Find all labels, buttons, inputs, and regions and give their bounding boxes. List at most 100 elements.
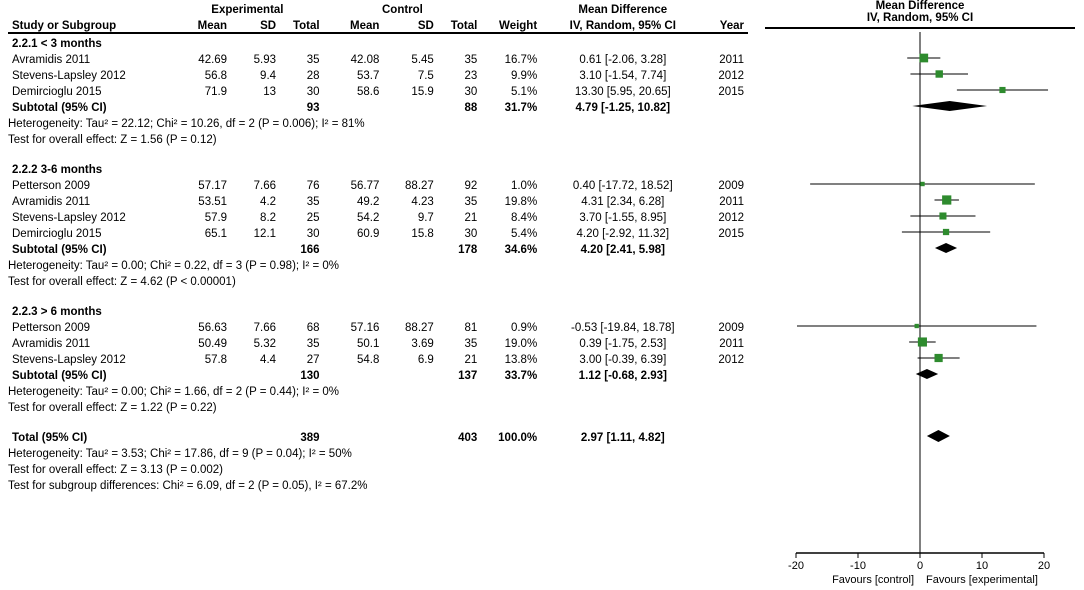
exp-total: 25 — [280, 208, 324, 224]
mean-diff: 0.40 [-17.72, 18.52] — [541, 176, 704, 192]
ctrl-mean: 54.8 — [324, 350, 384, 366]
ctrl-sd: 5.45 — [383, 50, 437, 66]
subtotal-label: Subtotal (95% CI) — [8, 240, 171, 256]
mean-diff: 0.39 [-1.75, 2.53] — [541, 334, 704, 350]
exp-sd: 12.1 — [231, 224, 280, 240]
ctrl-total: 35 — [438, 192, 482, 208]
study-name: Stevens-Lapsley 2012 — [8, 208, 171, 224]
hdr-mean-e: Mean — [171, 16, 231, 33]
mean-diff: 3.70 [-1.55, 8.95] — [541, 208, 704, 224]
ctrl-sd: 88.27 — [383, 318, 437, 334]
hdr-sd-e: SD — [231, 16, 280, 33]
exp-mean: 53.51 — [171, 192, 231, 208]
ctrl-mean: 54.2 — [324, 208, 384, 224]
ctrl-sd: 88.27 — [383, 176, 437, 192]
mean-diff: 3.00 [-0.39, 6.39] — [541, 350, 704, 366]
subtotal-label: Subtotal (95% CI) — [8, 98, 171, 114]
ctrl-mean: 50.1 — [324, 334, 384, 350]
weight: 13.8% — [481, 350, 541, 366]
year: 2012 — [704, 66, 748, 82]
forest-plot: -20-1001020Favours [control]Favours [exp… — [765, 0, 1075, 560]
ctrl-total: 23 — [438, 66, 482, 82]
mean-diff: 0.61 [-2.06, 3.28] — [541, 50, 704, 66]
subtotal-weight: 31.7% — [481, 98, 541, 114]
hdr-total-e: Total — [280, 16, 324, 33]
mean-diff: 4.31 [2.34, 6.28] — [541, 192, 704, 208]
svg-text:20: 20 — [1038, 560, 1050, 572]
overall-effect-text: Test for overall effect: Z = 1.22 (P = 0… — [8, 398, 748, 414]
subtotal-ctrl-total: 88 — [438, 98, 482, 114]
heterogeneity-text: Heterogeneity: Tau² = 22.12; Chi² = 10.2… — [8, 114, 748, 130]
weight: 16.7% — [481, 50, 541, 66]
subtotal-exp-total: 166 — [280, 240, 324, 256]
exp-sd: 4.2 — [231, 192, 280, 208]
ctrl-mean: 53.7 — [324, 66, 384, 82]
study-name: Stevens-Lapsley 2012 — [8, 350, 171, 366]
svg-text:Favours [control]: Favours [control] — [832, 574, 914, 586]
year: 2011 — [704, 334, 748, 350]
ctrl-sd: 3.69 — [383, 334, 437, 350]
ctrl-sd: 4.23 — [383, 192, 437, 208]
weight: 8.4% — [481, 208, 541, 224]
subtotal-weight: 34.6% — [481, 240, 541, 256]
weight: 1.0% — [481, 176, 541, 192]
mean-diff: -0.53 [-19.84, 18.78] — [541, 318, 704, 334]
ctrl-sd: 9.7 — [383, 208, 437, 224]
study-name: Petterson 2009 — [8, 318, 171, 334]
subtotal-ctrl-total: 178 — [438, 240, 482, 256]
study-name: Avramidis 2011 — [8, 334, 171, 350]
total-label: Total (95% CI) — [8, 428, 171, 444]
exp-mean: 57.9 — [171, 208, 231, 224]
total-eff: Test for overall effect: Z = 3.13 (P = 0… — [8, 460, 748, 476]
subtotal-md: 1.12 [-0.68, 2.93] — [541, 366, 704, 382]
exp-total: 30 — [280, 224, 324, 240]
weight: 19.0% — [481, 334, 541, 350]
study-name: Demircioglu 2015 — [8, 82, 171, 98]
ctrl-sd: 15.9 — [383, 82, 437, 98]
year: 2009 — [704, 176, 748, 192]
group-title: 2.2.2 3-6 months — [8, 160, 748, 176]
exp-sd: 5.93 — [231, 50, 280, 66]
ctrl-total: 30 — [438, 224, 482, 240]
forest-table: Experimental Control Mean Difference Stu… — [8, 0, 748, 492]
subtotal-exp-total: 130 — [280, 366, 324, 382]
ctrl-total: 30 — [438, 82, 482, 98]
exp-total: 76 — [280, 176, 324, 192]
total-exp-total: 389 — [280, 428, 324, 444]
heterogeneity-text: Heterogeneity: Tau² = 0.00; Chi² = 0.22,… — [8, 256, 748, 272]
ctrl-mean: 60.9 — [324, 224, 384, 240]
ctrl-sd: 15.8 — [383, 224, 437, 240]
hdr-study: Study or Subgroup — [8, 16, 171, 33]
study-name: Stevens-Lapsley 2012 — [8, 66, 171, 82]
overall-effect-text: Test for overall effect: Z = 1.56 (P = 0… — [8, 130, 748, 146]
year: 2011 — [704, 50, 748, 66]
svg-text:10: 10 — [976, 560, 988, 572]
total-het: Heterogeneity: Tau² = 3.53; Chi² = 17.86… — [8, 444, 748, 460]
exp-mean: 56.8 — [171, 66, 231, 82]
ctrl-total: 21 — [438, 208, 482, 224]
exp-mean: 65.1 — [171, 224, 231, 240]
exp-sd: 9.4 — [231, 66, 280, 82]
weight: 19.8% — [481, 192, 541, 208]
exp-mean: 71.9 — [171, 82, 231, 98]
ctrl-mean: 42.08 — [324, 50, 384, 66]
hdr-sd-c: SD — [383, 16, 437, 33]
exp-total: 35 — [280, 192, 324, 208]
exp-total: 28 — [280, 66, 324, 82]
ctrl-total: 92 — [438, 176, 482, 192]
exp-total: 68 — [280, 318, 324, 334]
total-subgroup: Test for subgroup differences: Chi² = 6.… — [8, 476, 748, 492]
exp-total: 35 — [280, 50, 324, 66]
mean-diff: 4.20 [-2.92, 11.32] — [541, 224, 704, 240]
year: 2009 — [704, 318, 748, 334]
year: 2011 — [704, 192, 748, 208]
subtotal-md: 4.20 [2.41, 5.98] — [541, 240, 704, 256]
ctrl-total: 21 — [438, 350, 482, 366]
weight: 0.9% — [481, 318, 541, 334]
year: 2012 — [704, 208, 748, 224]
subtotal-exp-total: 93 — [280, 98, 324, 114]
ctrl-sd: 6.9 — [383, 350, 437, 366]
ctrl-total: 35 — [438, 334, 482, 350]
exp-mean: 57.8 — [171, 350, 231, 366]
study-name: Demircioglu 2015 — [8, 224, 171, 240]
